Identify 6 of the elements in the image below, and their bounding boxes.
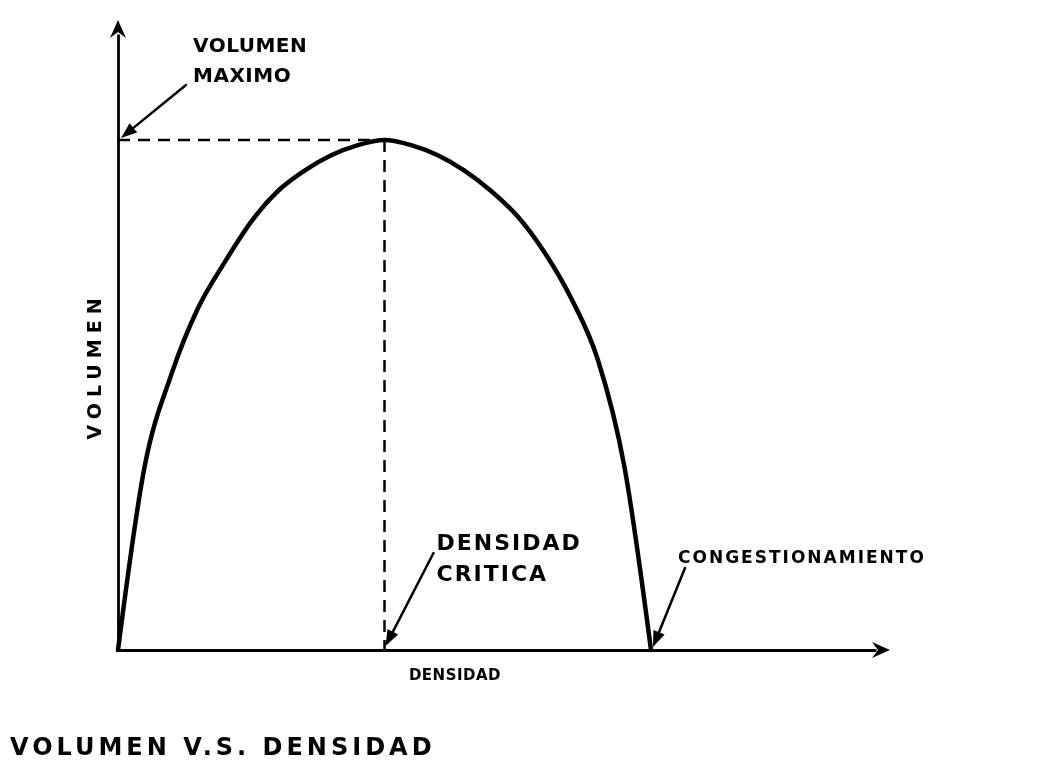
annotation: DENSIDAD CRITICA <box>436 530 582 586</box>
ref-line-label: VOLUMEN MAXIMO <box>193 33 308 87</box>
text: VOLUMEN V.S. DENSIDAD <box>10 733 436 761</box>
text: CONGESTIONAMIENTO <box>678 547 926 567</box>
x-axis-title: DENSIDAD <box>408 666 502 684</box>
y-axis-title: VOLUMEN <box>83 292 105 440</box>
